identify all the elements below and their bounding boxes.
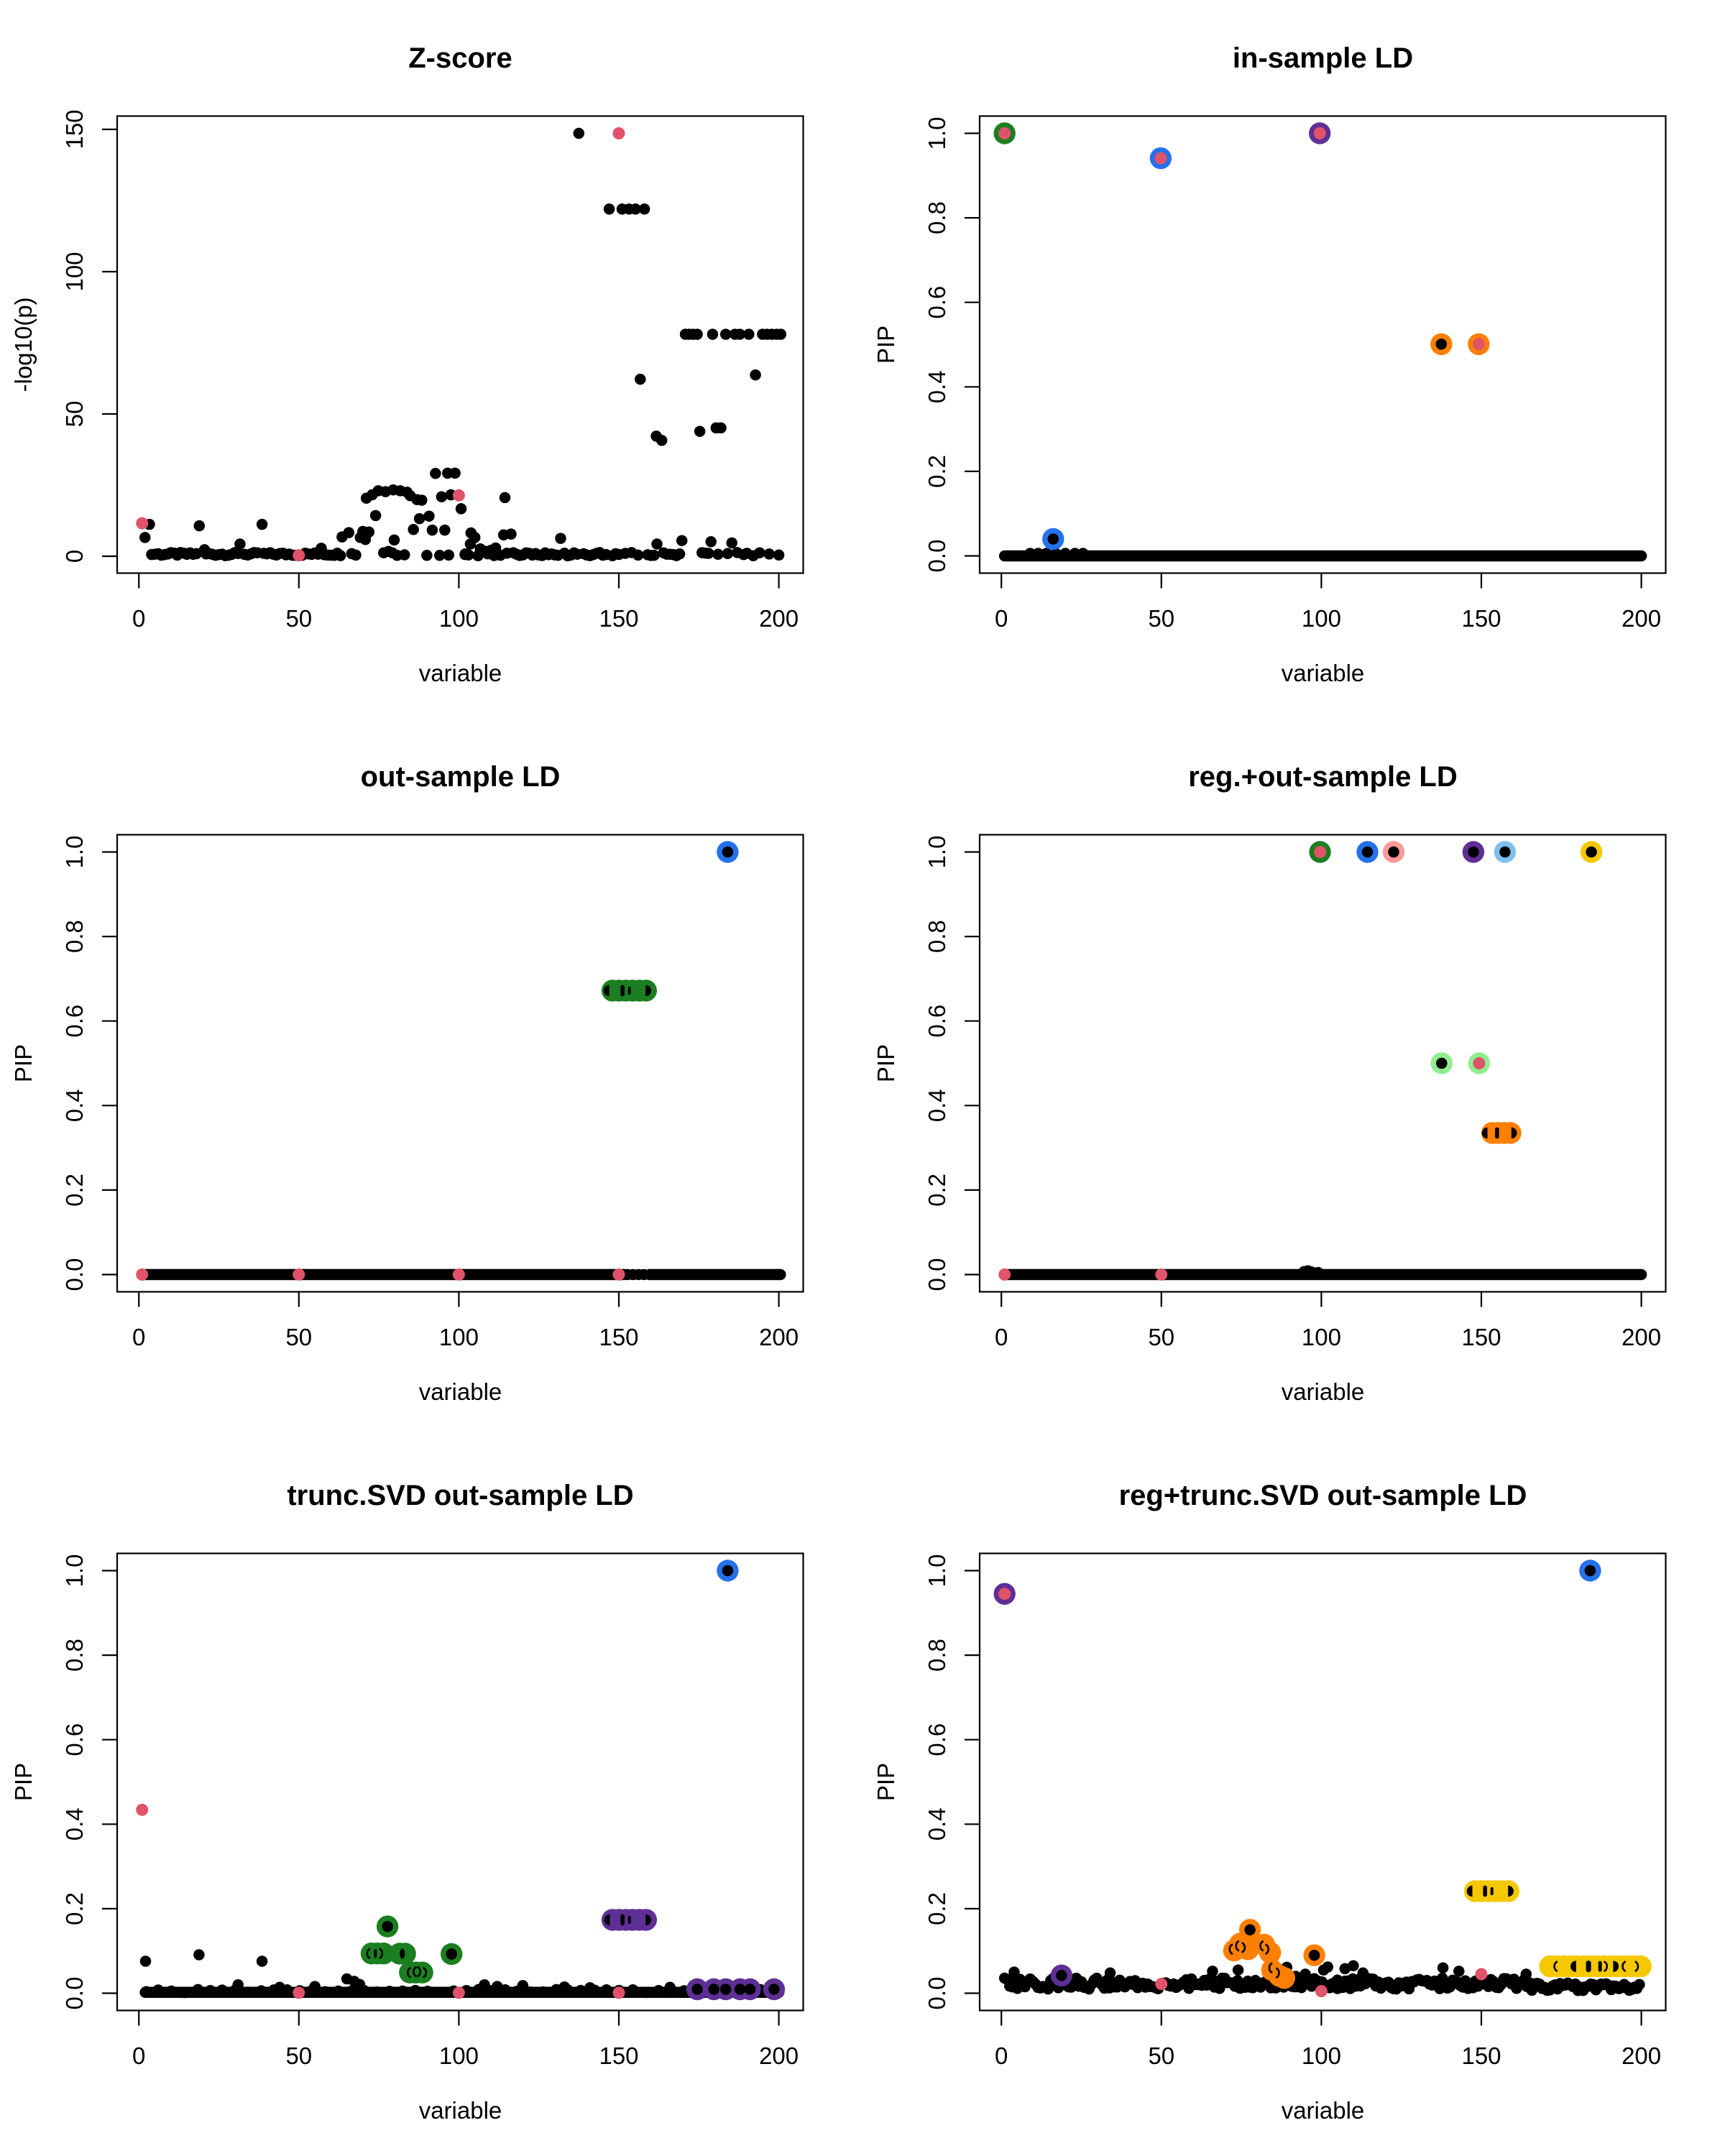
- svg-text:50: 50: [61, 401, 88, 428]
- svg-text:variable: variable: [419, 2097, 502, 2124]
- svg-text:150: 150: [1461, 605, 1501, 632]
- svg-text:150: 150: [61, 109, 88, 149]
- svg-text:200: 200: [759, 1324, 799, 1350]
- svg-text:0: 0: [995, 605, 1008, 632]
- svg-text:0.4: 0.4: [924, 1089, 950, 1122]
- svg-text:100: 100: [439, 1324, 479, 1350]
- svg-text:PIP: PIP: [10, 1763, 37, 1801]
- svg-text:0: 0: [132, 605, 145, 632]
- svg-text:0.8: 0.8: [924, 1639, 950, 1672]
- svg-text:0.0: 0.0: [924, 1977, 950, 2010]
- svg-text:variable: variable: [1282, 1378, 1365, 1405]
- svg-text:50: 50: [1148, 605, 1174, 632]
- svg-text:PIP: PIP: [873, 326, 899, 364]
- svg-text:0.8: 0.8: [924, 201, 950, 234]
- svg-text:100: 100: [1302, 1324, 1341, 1350]
- svg-text:0.2: 0.2: [924, 455, 950, 488]
- svg-text:Z-score: Z-score: [408, 42, 512, 74]
- svg-text:0: 0: [132, 2042, 145, 2069]
- svg-text:150: 150: [599, 2042, 638, 2069]
- svg-text:0.8: 0.8: [924, 920, 950, 953]
- svg-text:200: 200: [1622, 2042, 1661, 2069]
- svg-text:out-sample LD: out-sample LD: [361, 761, 561, 793]
- svg-text:50: 50: [285, 1324, 312, 1350]
- svg-text:0.6: 0.6: [924, 1723, 950, 1756]
- svg-text:0: 0: [995, 1324, 1008, 1350]
- svg-text:0.8: 0.8: [61, 920, 88, 953]
- svg-text:0.4: 0.4: [61, 1807, 88, 1841]
- svg-text:reg+trunc.SVD out-sample LD: reg+trunc.SVD out-sample LD: [1119, 1480, 1527, 1511]
- svg-text:0: 0: [132, 1324, 145, 1350]
- svg-text:1.0: 1.0: [61, 836, 88, 869]
- svg-text:50: 50: [285, 605, 312, 632]
- svg-text:trunc.SVD out-sample LD: trunc.SVD out-sample LD: [287, 1480, 633, 1511]
- svg-text:PIP: PIP: [873, 1763, 899, 1801]
- svg-text:150: 150: [599, 605, 638, 632]
- svg-text:100: 100: [439, 605, 479, 632]
- svg-text:1.0: 1.0: [924, 117, 950, 150]
- svg-text:0.0: 0.0: [924, 540, 950, 573]
- svg-text:variable: variable: [1282, 660, 1365, 686]
- svg-text:1.0: 1.0: [61, 1554, 88, 1588]
- svg-text:50: 50: [1148, 2042, 1174, 2069]
- svg-text:150: 150: [1461, 2042, 1501, 2069]
- svg-text:-log10(p): -log10(p): [10, 297, 37, 392]
- svg-text:50: 50: [1148, 1324, 1174, 1350]
- svg-text:0.4: 0.4: [924, 1807, 950, 1841]
- svg-text:0.6: 0.6: [61, 1723, 88, 1756]
- svg-text:200: 200: [759, 605, 799, 632]
- svg-text:100: 100: [1302, 605, 1341, 632]
- svg-text:150: 150: [1461, 1324, 1501, 1350]
- svg-text:reg.+out-sample LD: reg.+out-sample LD: [1188, 761, 1458, 793]
- svg-text:0.6: 0.6: [924, 1005, 950, 1038]
- svg-text:0.6: 0.6: [924, 286, 950, 319]
- svg-text:1.0: 1.0: [924, 836, 950, 869]
- svg-text:0.2: 0.2: [924, 1892, 950, 1925]
- svg-text:0.4: 0.4: [61, 1089, 88, 1122]
- svg-text:0.0: 0.0: [61, 1977, 88, 2010]
- svg-text:0.6: 0.6: [61, 1005, 88, 1038]
- svg-text:100: 100: [439, 2042, 479, 2069]
- svg-text:200: 200: [1622, 1324, 1661, 1350]
- svg-text:variable: variable: [419, 1378, 502, 1405]
- svg-text:PIP: PIP: [10, 1044, 37, 1082]
- svg-text:1.0: 1.0: [924, 1554, 950, 1588]
- svg-text:0: 0: [61, 550, 88, 563]
- svg-text:0.4: 0.4: [924, 370, 950, 403]
- svg-text:100: 100: [61, 252, 88, 291]
- svg-text:200: 200: [1622, 605, 1661, 632]
- svg-text:200: 200: [759, 2042, 799, 2069]
- svg-text:0: 0: [995, 2042, 1008, 2069]
- svg-text:0.2: 0.2: [924, 1174, 950, 1207]
- svg-text:PIP: PIP: [873, 1044, 899, 1082]
- svg-text:in-sample LD: in-sample LD: [1233, 42, 1413, 74]
- svg-text:150: 150: [599, 1324, 638, 1350]
- svg-text:50: 50: [285, 2042, 312, 2069]
- svg-text:0.0: 0.0: [61, 1258, 88, 1291]
- svg-text:variable: variable: [419, 660, 502, 686]
- svg-text:0.2: 0.2: [61, 1174, 88, 1207]
- svg-text:0.0: 0.0: [924, 1258, 950, 1291]
- svg-text:0.8: 0.8: [61, 1639, 88, 1672]
- svg-text:0.2: 0.2: [61, 1892, 88, 1925]
- svg-text:100: 100: [1302, 2042, 1341, 2069]
- svg-text:variable: variable: [1282, 2097, 1365, 2124]
